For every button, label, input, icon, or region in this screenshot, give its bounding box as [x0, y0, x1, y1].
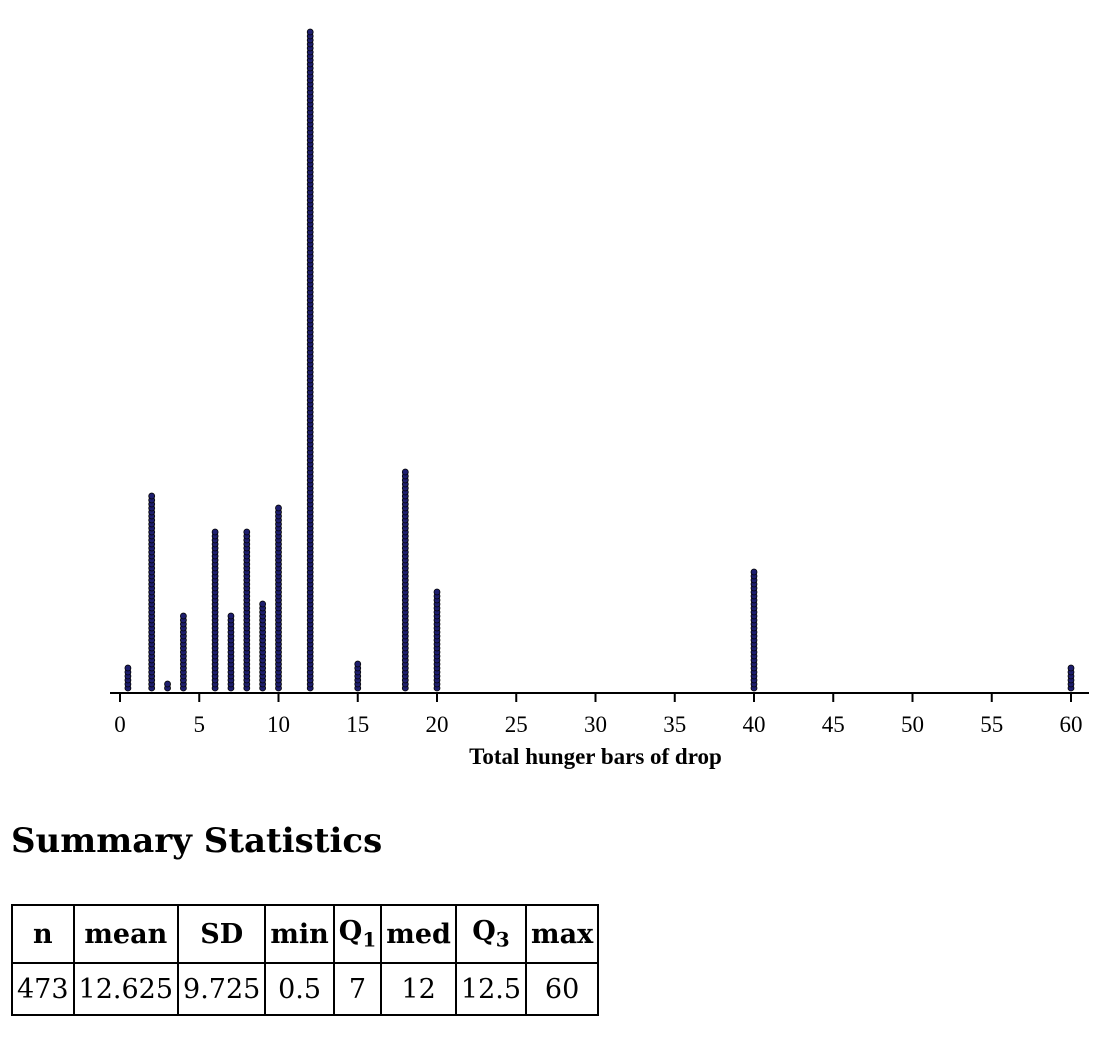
- value-q1: 7: [332, 962, 383, 1016]
- dot-stack: [227, 612, 235, 692]
- x-tick-label: 55: [980, 712, 1003, 737]
- dot-stack: [750, 568, 758, 692]
- dot-stack: [211, 528, 219, 692]
- value-median: 12: [380, 962, 457, 1016]
- data-dot: [211, 528, 219, 536]
- header-max: max: [525, 904, 600, 964]
- data-dot: [306, 28, 314, 36]
- dot-stack: [179, 612, 187, 692]
- x-tick-label: 35: [663, 712, 686, 737]
- dot-stack: [275, 504, 282, 692]
- dots-layer: [124, 28, 1075, 692]
- header-min: min: [264, 904, 335, 964]
- summary-statistics-heading: Summary Statistics: [11, 821, 383, 861]
- value-n: 473: [11, 962, 75, 1016]
- data-dot: [401, 468, 409, 476]
- data-dot: [243, 528, 251, 536]
- x-tick-label: 60: [1060, 712, 1083, 737]
- x-tick-label: 10: [267, 712, 290, 737]
- summary-statistics-table: n mean SD min Q1 med Q3 max 473 12.625 9…: [11, 904, 600, 1016]
- x-tick-label: 40: [743, 712, 766, 737]
- header-median: med: [380, 904, 457, 964]
- dot-stack: [306, 28, 314, 692]
- data-dot: [259, 600, 267, 608]
- x-tick-label: 30: [584, 712, 607, 737]
- dot-stack: [148, 492, 156, 692]
- x-axis-title: Total hunger bars of drop: [469, 744, 722, 769]
- data-dot: [179, 612, 187, 620]
- value-sd: 9.725: [177, 962, 267, 1016]
- summary-values-row: 473 12.625 9.725 0.5 7 12 12.5 60: [11, 962, 600, 1016]
- data-dot: [227, 612, 235, 620]
- data-dot: [164, 680, 171, 688]
- summary-header-row: n mean SD min Q1 med Q3 max: [11, 904, 600, 964]
- dot-plot: 0 5 10 15 20 25 30 35 40 45 50 55 60 Total hunger ba…: [110, 28, 1089, 769]
- dot-stack: [243, 528, 251, 692]
- header-mean: mean: [72, 904, 180, 964]
- data-dot: [124, 664, 132, 672]
- dot-stack: [1067, 664, 1075, 692]
- x-tick-label: 5: [194, 712, 206, 737]
- dot-stack: [401, 468, 409, 692]
- header-sd: SD: [177, 904, 267, 964]
- value-q3: 12.5: [454, 962, 528, 1016]
- value-mean: 12.625: [72, 962, 180, 1016]
- header-n: n: [11, 904, 75, 964]
- dot-stack: [259, 600, 267, 692]
- dot-stack: [164, 680, 171, 692]
- data-dot: [354, 660, 362, 668]
- dot-stack: [124, 664, 132, 692]
- data-dot: [750, 568, 758, 576]
- data-dot: [148, 492, 156, 500]
- header-q1: Q1: [332, 904, 383, 964]
- x-axis-ticks: 0 5 10 15 20 25 30 35 40 45 50 55 60: [114, 693, 1083, 737]
- x-tick-label: 25: [505, 712, 528, 737]
- value-max: 60: [525, 962, 600, 1016]
- dot-stack: [354, 660, 362, 692]
- x-tick-label: 50: [901, 712, 924, 737]
- value-min: 0.5: [264, 962, 335, 1016]
- data-dot: [275, 504, 282, 512]
- dot-stack: [433, 588, 441, 692]
- data-dot: [1067, 664, 1075, 672]
- x-tick-label: 15: [346, 712, 369, 737]
- x-tick-label: 20: [426, 712, 449, 737]
- header-q3: Q3: [454, 904, 528, 964]
- data-dot: [433, 588, 441, 596]
- x-tick-label: 0: [114, 712, 126, 737]
- x-tick-label: 45: [822, 712, 845, 737]
